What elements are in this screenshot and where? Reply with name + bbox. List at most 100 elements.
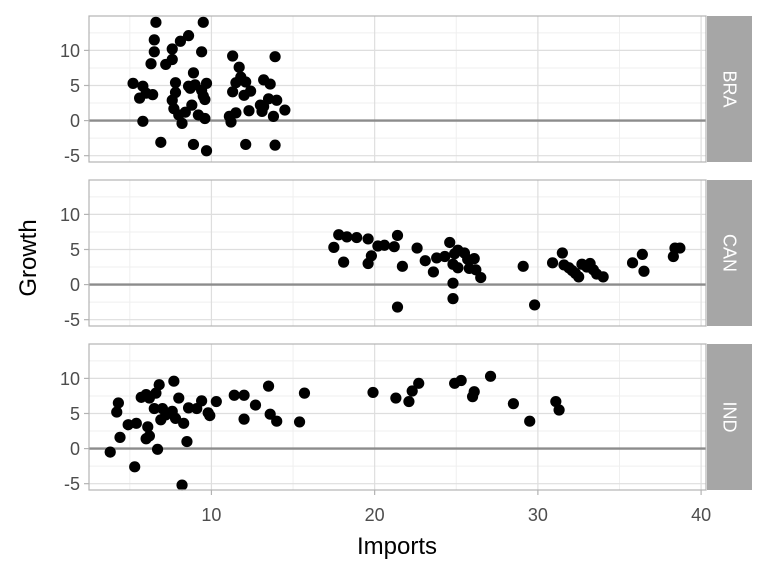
data-point <box>484 370 497 382</box>
data-point <box>293 416 306 428</box>
data-point <box>145 58 157 70</box>
x-axis-title: Imports <box>357 533 437 560</box>
data-point <box>227 50 239 62</box>
data-point <box>181 435 193 448</box>
x-tick-label: 20 <box>365 505 385 525</box>
y-tick-label: 5 <box>70 240 80 260</box>
data-point <box>279 104 291 116</box>
y-tick-label: 10 <box>60 41 80 61</box>
data-point <box>338 256 350 268</box>
data-point <box>168 375 180 387</box>
data-point <box>166 53 178 66</box>
data-point <box>174 35 187 47</box>
data-point <box>134 92 146 104</box>
data-point <box>127 77 139 89</box>
panel-border <box>88 343 707 491</box>
data-point <box>227 86 239 98</box>
data-point <box>447 293 459 305</box>
data-point <box>200 145 213 157</box>
data-point <box>238 389 250 401</box>
data-point <box>452 262 464 274</box>
data-point <box>396 260 408 272</box>
data-point <box>228 389 240 401</box>
data-point <box>182 30 195 42</box>
data-point <box>362 257 374 270</box>
data-point <box>173 392 185 404</box>
panel-border <box>88 15 707 163</box>
data-point <box>169 77 182 89</box>
data-point <box>367 386 379 399</box>
data-point <box>135 391 147 403</box>
y-tick-label: 5 <box>70 76 80 96</box>
data-point <box>466 391 479 403</box>
data-point <box>249 399 262 411</box>
data-point <box>449 248 461 260</box>
data-point <box>328 241 340 253</box>
panel-can: -5 0 5 10 CAN <box>60 179 752 330</box>
panel-background <box>89 344 706 490</box>
facet-strip <box>707 344 752 490</box>
data-point <box>143 430 155 442</box>
data-point <box>173 109 185 121</box>
data-point <box>341 231 353 243</box>
data-point <box>439 250 451 263</box>
x-tick-label: 10 <box>201 505 221 525</box>
facet-strip-label: CAN <box>720 234 740 272</box>
data-point <box>199 93 211 106</box>
data-point <box>238 413 250 425</box>
data-point <box>403 395 415 408</box>
data-point <box>390 392 402 404</box>
facet-strip <box>707 180 752 326</box>
data-point <box>147 89 159 101</box>
data-point <box>176 117 188 129</box>
data-point <box>240 76 252 88</box>
data-point <box>524 415 536 427</box>
data-point <box>244 85 257 97</box>
panel-bra: -5 0 5 10 BRA <box>60 15 752 166</box>
y-tick-label: -5 <box>64 474 80 494</box>
y-tick-label: -5 <box>64 146 80 166</box>
data-point <box>240 138 252 151</box>
data-point <box>269 139 281 151</box>
data-point <box>196 395 208 407</box>
data-point <box>148 46 160 58</box>
data-point <box>674 242 686 254</box>
data-point <box>186 99 198 111</box>
data-point <box>556 247 568 259</box>
y-axis-title-group: Growth <box>15 219 42 296</box>
data-point <box>413 377 425 389</box>
data-point <box>243 105 255 117</box>
y-tick-label: -5 <box>64 310 80 330</box>
data-point <box>667 250 679 263</box>
y-axis-title: Growth <box>15 219 42 296</box>
data-point <box>391 301 404 313</box>
x-tick-label: 30 <box>528 505 548 525</box>
data-point <box>111 406 123 418</box>
data-point <box>187 67 200 79</box>
data-point <box>298 387 311 399</box>
data-point <box>262 380 275 392</box>
x-tick-label: 40 <box>691 505 711 525</box>
data-point <box>267 110 280 122</box>
data-point <box>427 266 440 278</box>
panels-layer: -5 0 5 10 BRA -5 0 5 10 CAN -5 0 5 10 IND 10 20 30 40 <box>60 15 752 525</box>
data-point <box>114 431 126 443</box>
data-point <box>196 46 208 58</box>
data-point <box>204 409 216 422</box>
data-point <box>529 299 541 311</box>
data-point <box>362 233 374 245</box>
data-point <box>182 80 195 92</box>
panel-border <box>88 179 707 327</box>
data-point <box>187 138 200 151</box>
panel-ind: -5 0 5 10 IND <box>60 343 752 494</box>
data-point <box>143 392 155 404</box>
data-point <box>507 398 519 410</box>
data-point <box>176 479 188 491</box>
y-tick-label: 10 <box>60 369 80 389</box>
y-tick-label: 5 <box>70 404 80 424</box>
data-point <box>626 257 639 269</box>
data-point <box>636 248 648 261</box>
data-point <box>550 395 562 408</box>
data-point <box>475 271 487 284</box>
